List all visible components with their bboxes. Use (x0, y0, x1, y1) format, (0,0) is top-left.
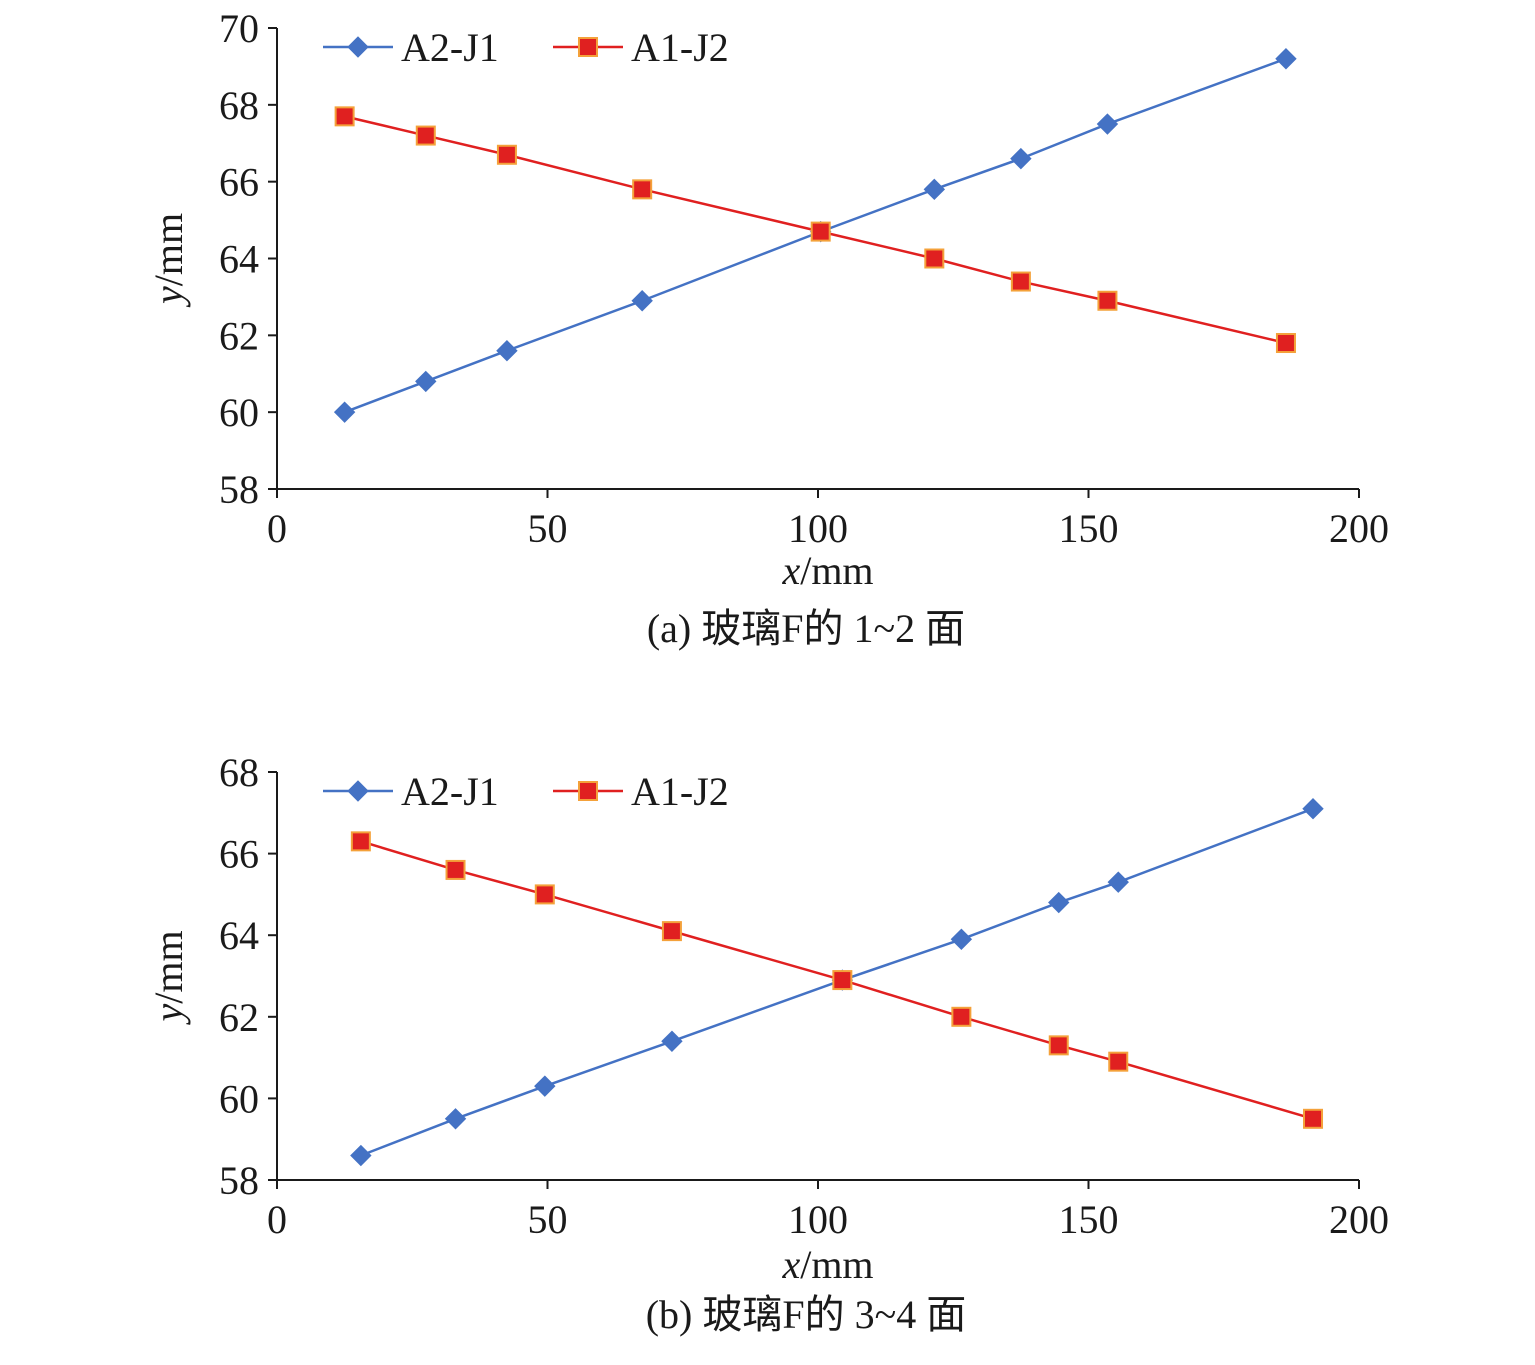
data-point (923, 178, 946, 201)
legend-marker (578, 37, 598, 57)
data-point (1275, 333, 1296, 354)
legend: A2-J1 A1-J2 (323, 25, 729, 70)
y-tick-label: 60 (219, 1076, 259, 1121)
legend-item: A2-J1 (323, 25, 499, 70)
data-point (333, 401, 356, 423)
data-point (445, 859, 466, 880)
data-point (950, 928, 973, 950)
y-tick-label: 60 (219, 390, 259, 435)
data-point (1108, 1051, 1129, 1072)
chart-caption: (b) 玻璃F的 3~4 面 (646, 1292, 967, 1337)
data-point (496, 144, 517, 165)
data-point (661, 1030, 683, 1052)
data-point (661, 921, 682, 942)
data-point (924, 248, 945, 269)
series-A1-J2 (334, 106, 1296, 354)
x-tick-label: 0 (267, 506, 287, 551)
y-axis-title: y/mm (146, 213, 191, 308)
series-A1-J2 (350, 831, 1324, 1129)
data-point (951, 1006, 972, 1027)
data-point (1010, 271, 1031, 292)
y-tick-label: 64 (219, 913, 259, 958)
legend-item: A1-J2 (553, 769, 729, 814)
y-tick-label: 64 (219, 237, 259, 282)
data-point (415, 125, 436, 146)
y-tick-label: 58 (219, 1158, 259, 1203)
data-point (1303, 1108, 1324, 1129)
legend-label: A1-J2 (631, 769, 729, 814)
y-tick-label: 58 (219, 467, 259, 512)
data-point (350, 1144, 372, 1167)
data-point (632, 179, 653, 200)
data-point (496, 339, 518, 362)
x-tick-label: 50 (528, 506, 568, 551)
data-point (631, 290, 653, 312)
data-point (1275, 48, 1297, 70)
y-tick-label: 68 (219, 83, 259, 128)
legend-label: A2-J1 (401, 769, 499, 814)
x-axis-title: x/mm (781, 1242, 873, 1287)
data-point (534, 884, 555, 905)
data-point (444, 1108, 467, 1130)
chart-panel-a: 58 60 62 64 66 68 70 0 50 100 150 200 x/mm y/mm (a) 玻璃… (146, 6, 1389, 651)
x-tick-label: 150 (1059, 1197, 1119, 1242)
y-tick-label: 70 (219, 6, 259, 51)
data-point (350, 831, 371, 852)
x-tick-label: 150 (1059, 506, 1119, 551)
legend-label: A2-J1 (401, 25, 499, 70)
data-point (1097, 290, 1118, 311)
y-tick-label: 68 (219, 750, 259, 795)
x-tick-label: 100 (788, 1197, 848, 1242)
legend-marker (347, 780, 369, 802)
x-axis-title: x/mm (781, 548, 873, 593)
data-point (1096, 113, 1119, 135)
data-point (1302, 798, 1324, 820)
x-tick-label: 50 (528, 1197, 568, 1242)
data-point (1048, 891, 1070, 914)
x-tick-label: 100 (788, 506, 848, 551)
data-point (1010, 147, 1032, 170)
y-tick-label: 62 (219, 313, 259, 358)
data-point (810, 221, 831, 242)
data-point (534, 1075, 556, 1097)
legend-marker (578, 781, 598, 801)
legend-label: A1-J2 (631, 25, 729, 70)
y-axis-title: y/mm (146, 930, 191, 1025)
legend-marker (347, 36, 369, 58)
data-point (415, 370, 437, 393)
data-point (1048, 1035, 1069, 1056)
x-tick-label: 0 (267, 1197, 287, 1242)
chart-panel-b: 58 60 62 64 66 68 0 50 100 150 200 x/mm y/mm (b) 玻璃F的… (146, 750, 1389, 1337)
data-point (1107, 871, 1129, 893)
chart-caption: (a) 玻璃F的 1~2 面 (647, 606, 965, 651)
data-point (334, 106, 355, 127)
y-tick-label: 66 (219, 832, 259, 877)
legend-item: A2-J1 (323, 769, 499, 814)
y-tick-label: 66 (219, 160, 259, 205)
legend: A2-J1 A1-J2 (323, 769, 729, 814)
x-tick-label: 200 (1329, 1197, 1389, 1242)
data-point (832, 970, 853, 991)
y-tick-label: 62 (219, 995, 259, 1040)
legend-item: A1-J2 (553, 25, 729, 70)
x-tick-label: 200 (1329, 506, 1389, 551)
